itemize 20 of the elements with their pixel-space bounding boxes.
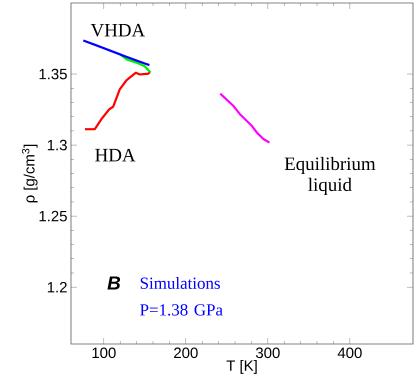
annotation: P=1.38 GPa	[140, 304, 223, 316]
x-tick-label: 300	[256, 348, 280, 358]
line-series	[119, 53, 152, 74]
y-tick-label: 1.35	[40, 68, 67, 80]
annotation: HDA	[95, 148, 136, 162]
line-series	[219, 92, 271, 144]
y-tick-label: 1.25	[40, 210, 67, 222]
annotation: Equilibrium liquid	[284, 156, 376, 195]
line-series	[84, 72, 151, 130]
x-tick-label: 200	[174, 348, 198, 358]
x-tick-label: 100	[92, 348, 116, 358]
y-axis-title: ρ [g/cm$^{3}$]	[22, 144, 38, 202]
x-axis-title: T [K]	[226, 360, 257, 374]
y-tick-label: 1.2	[48, 282, 67, 292]
annotation: B	[107, 276, 120, 290]
annotation: Simulations	[140, 277, 220, 289]
x-tick-label: 400	[338, 348, 362, 358]
line-series	[82, 39, 150, 66]
annotation: VHDA	[90, 24, 146, 37]
y-tick-label: 1.3	[48, 140, 67, 150]
